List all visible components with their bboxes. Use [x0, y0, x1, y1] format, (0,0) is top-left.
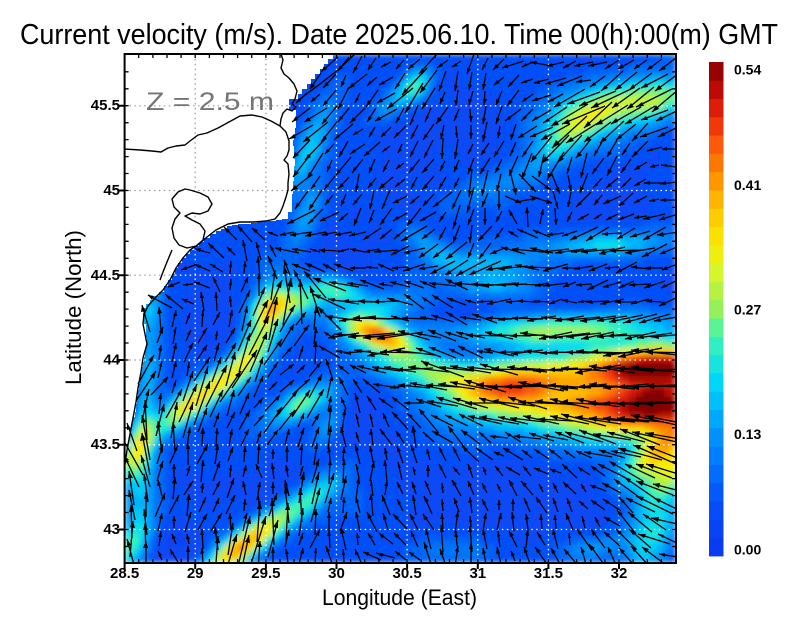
- svg-text:32: 32: [611, 565, 628, 582]
- svg-text:Longitude (East): Longitude (East): [322, 585, 477, 610]
- svg-text:0.41: 0.41: [734, 177, 761, 193]
- svg-text:43.5: 43.5: [91, 436, 120, 453]
- svg-text:45: 45: [103, 182, 120, 199]
- svg-text:43: 43: [103, 521, 120, 538]
- svg-text:Latitude (North): Latitude (North): [61, 230, 86, 385]
- svg-text:Z = 2.5 m: Z = 2.5 m: [146, 88, 274, 116]
- svg-text:29: 29: [187, 565, 204, 582]
- svg-text:0.54: 0.54: [734, 62, 761, 78]
- svg-text:30: 30: [328, 565, 345, 582]
- svg-text:0.00: 0.00: [734, 542, 761, 558]
- svg-text:31: 31: [469, 565, 486, 582]
- svg-text:31.5: 31.5: [534, 565, 563, 582]
- svg-text:29.5: 29.5: [251, 565, 280, 582]
- svg-text:Current velocity (m/s). Date 2: Current velocity (m/s). Date 2025.06.10.…: [20, 19, 778, 51]
- svg-text:44.5: 44.5: [91, 267, 120, 284]
- svg-text:0.27: 0.27: [734, 302, 761, 318]
- svg-text:0.13: 0.13: [734, 426, 761, 442]
- svg-text:28.5: 28.5: [110, 565, 139, 582]
- svg-text:44: 44: [103, 352, 120, 369]
- svg-text:45.5: 45.5: [91, 97, 120, 114]
- svg-text:30.5: 30.5: [392, 565, 421, 582]
